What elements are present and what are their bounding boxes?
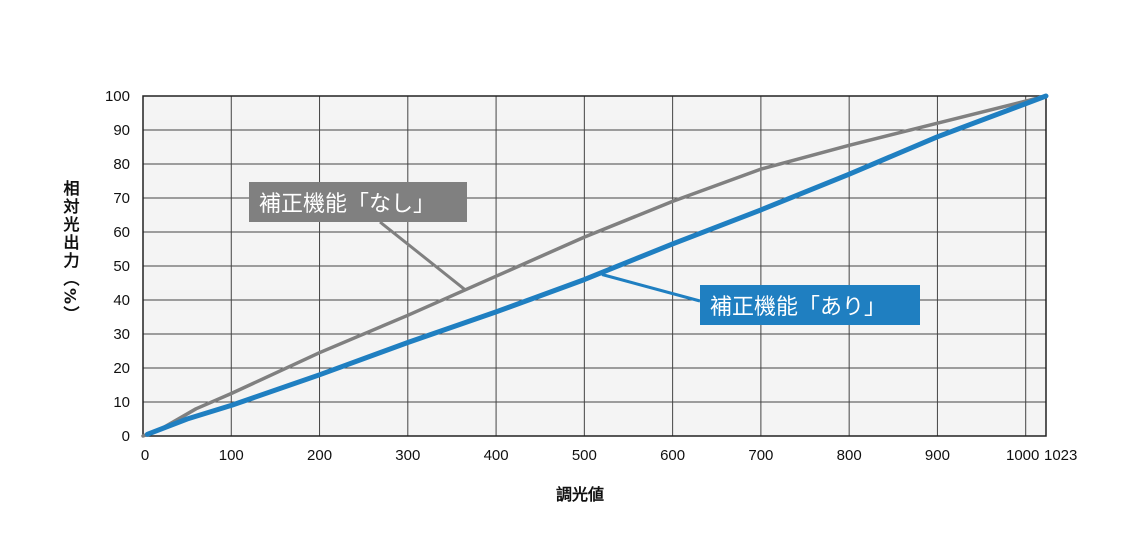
y-tick-label: 60 bbox=[113, 224, 130, 241]
x-tick-label: 300 bbox=[395, 447, 420, 464]
grid bbox=[142, 95, 1047, 437]
y-tick-label: 10 bbox=[113, 394, 130, 411]
callout-without-correction-leader bbox=[379, 220, 467, 291]
callout-with-correction-box bbox=[700, 285, 920, 325]
x-tick-label: 600 bbox=[660, 447, 685, 464]
x-tick-label: 700 bbox=[748, 447, 773, 464]
callout-without-correction-label: 補正機能「なし」 bbox=[259, 192, 435, 217]
y-tick-label: 90 bbox=[113, 122, 130, 139]
series-line-with-correction bbox=[144, 93, 1049, 437]
x-tick-label: 100 bbox=[219, 447, 244, 464]
x-tick-label: 800 bbox=[837, 447, 862, 464]
y-tick-label: 30 bbox=[113, 326, 130, 343]
callout-with-correction-leader bbox=[601, 273, 701, 303]
x-tick-label: 1023 bbox=[1044, 447, 1077, 464]
x-tick-label: 400 bbox=[484, 447, 509, 464]
series-layer bbox=[141, 93, 1049, 438]
y-axis-label: 相対光出力（%） bbox=[61, 179, 81, 324]
y-tick-label: 100 bbox=[105, 88, 130, 105]
x-tick-labels: 0 100 200 300 400 500 600 700 800 900 1000 1023 bbox=[141, 447, 1078, 464]
series-line-without-correction bbox=[141, 94, 1048, 438]
y-tick-label: 40 bbox=[113, 292, 130, 309]
plot-frame bbox=[142, 95, 1047, 437]
x-tick-label: 900 bbox=[925, 447, 950, 464]
y-tick-label: 20 bbox=[113, 360, 130, 377]
y-tick-label: 0 bbox=[122, 428, 130, 445]
x-tick-label: 500 bbox=[572, 447, 597, 464]
callouts: 補正機能「なし」補正機能「あり」 bbox=[249, 182, 920, 325]
y-tick-labels: 0 10 20 30 40 50 60 70 80 90 100 bbox=[105, 88, 130, 445]
x-axis-label: 調光値 bbox=[556, 485, 604, 504]
y-tick-label: 80 bbox=[113, 156, 130, 173]
callout-with-correction-label: 補正機能「あり」 bbox=[710, 295, 886, 320]
x-tick-label: 200 bbox=[307, 447, 332, 464]
y-tick-label: 70 bbox=[113, 190, 130, 207]
x-tick-label: 0 bbox=[141, 447, 149, 464]
callout-without-correction-box bbox=[249, 182, 467, 222]
y-tick-label: 50 bbox=[113, 258, 130, 275]
x-tick-label: 1000 bbox=[1006, 447, 1039, 464]
